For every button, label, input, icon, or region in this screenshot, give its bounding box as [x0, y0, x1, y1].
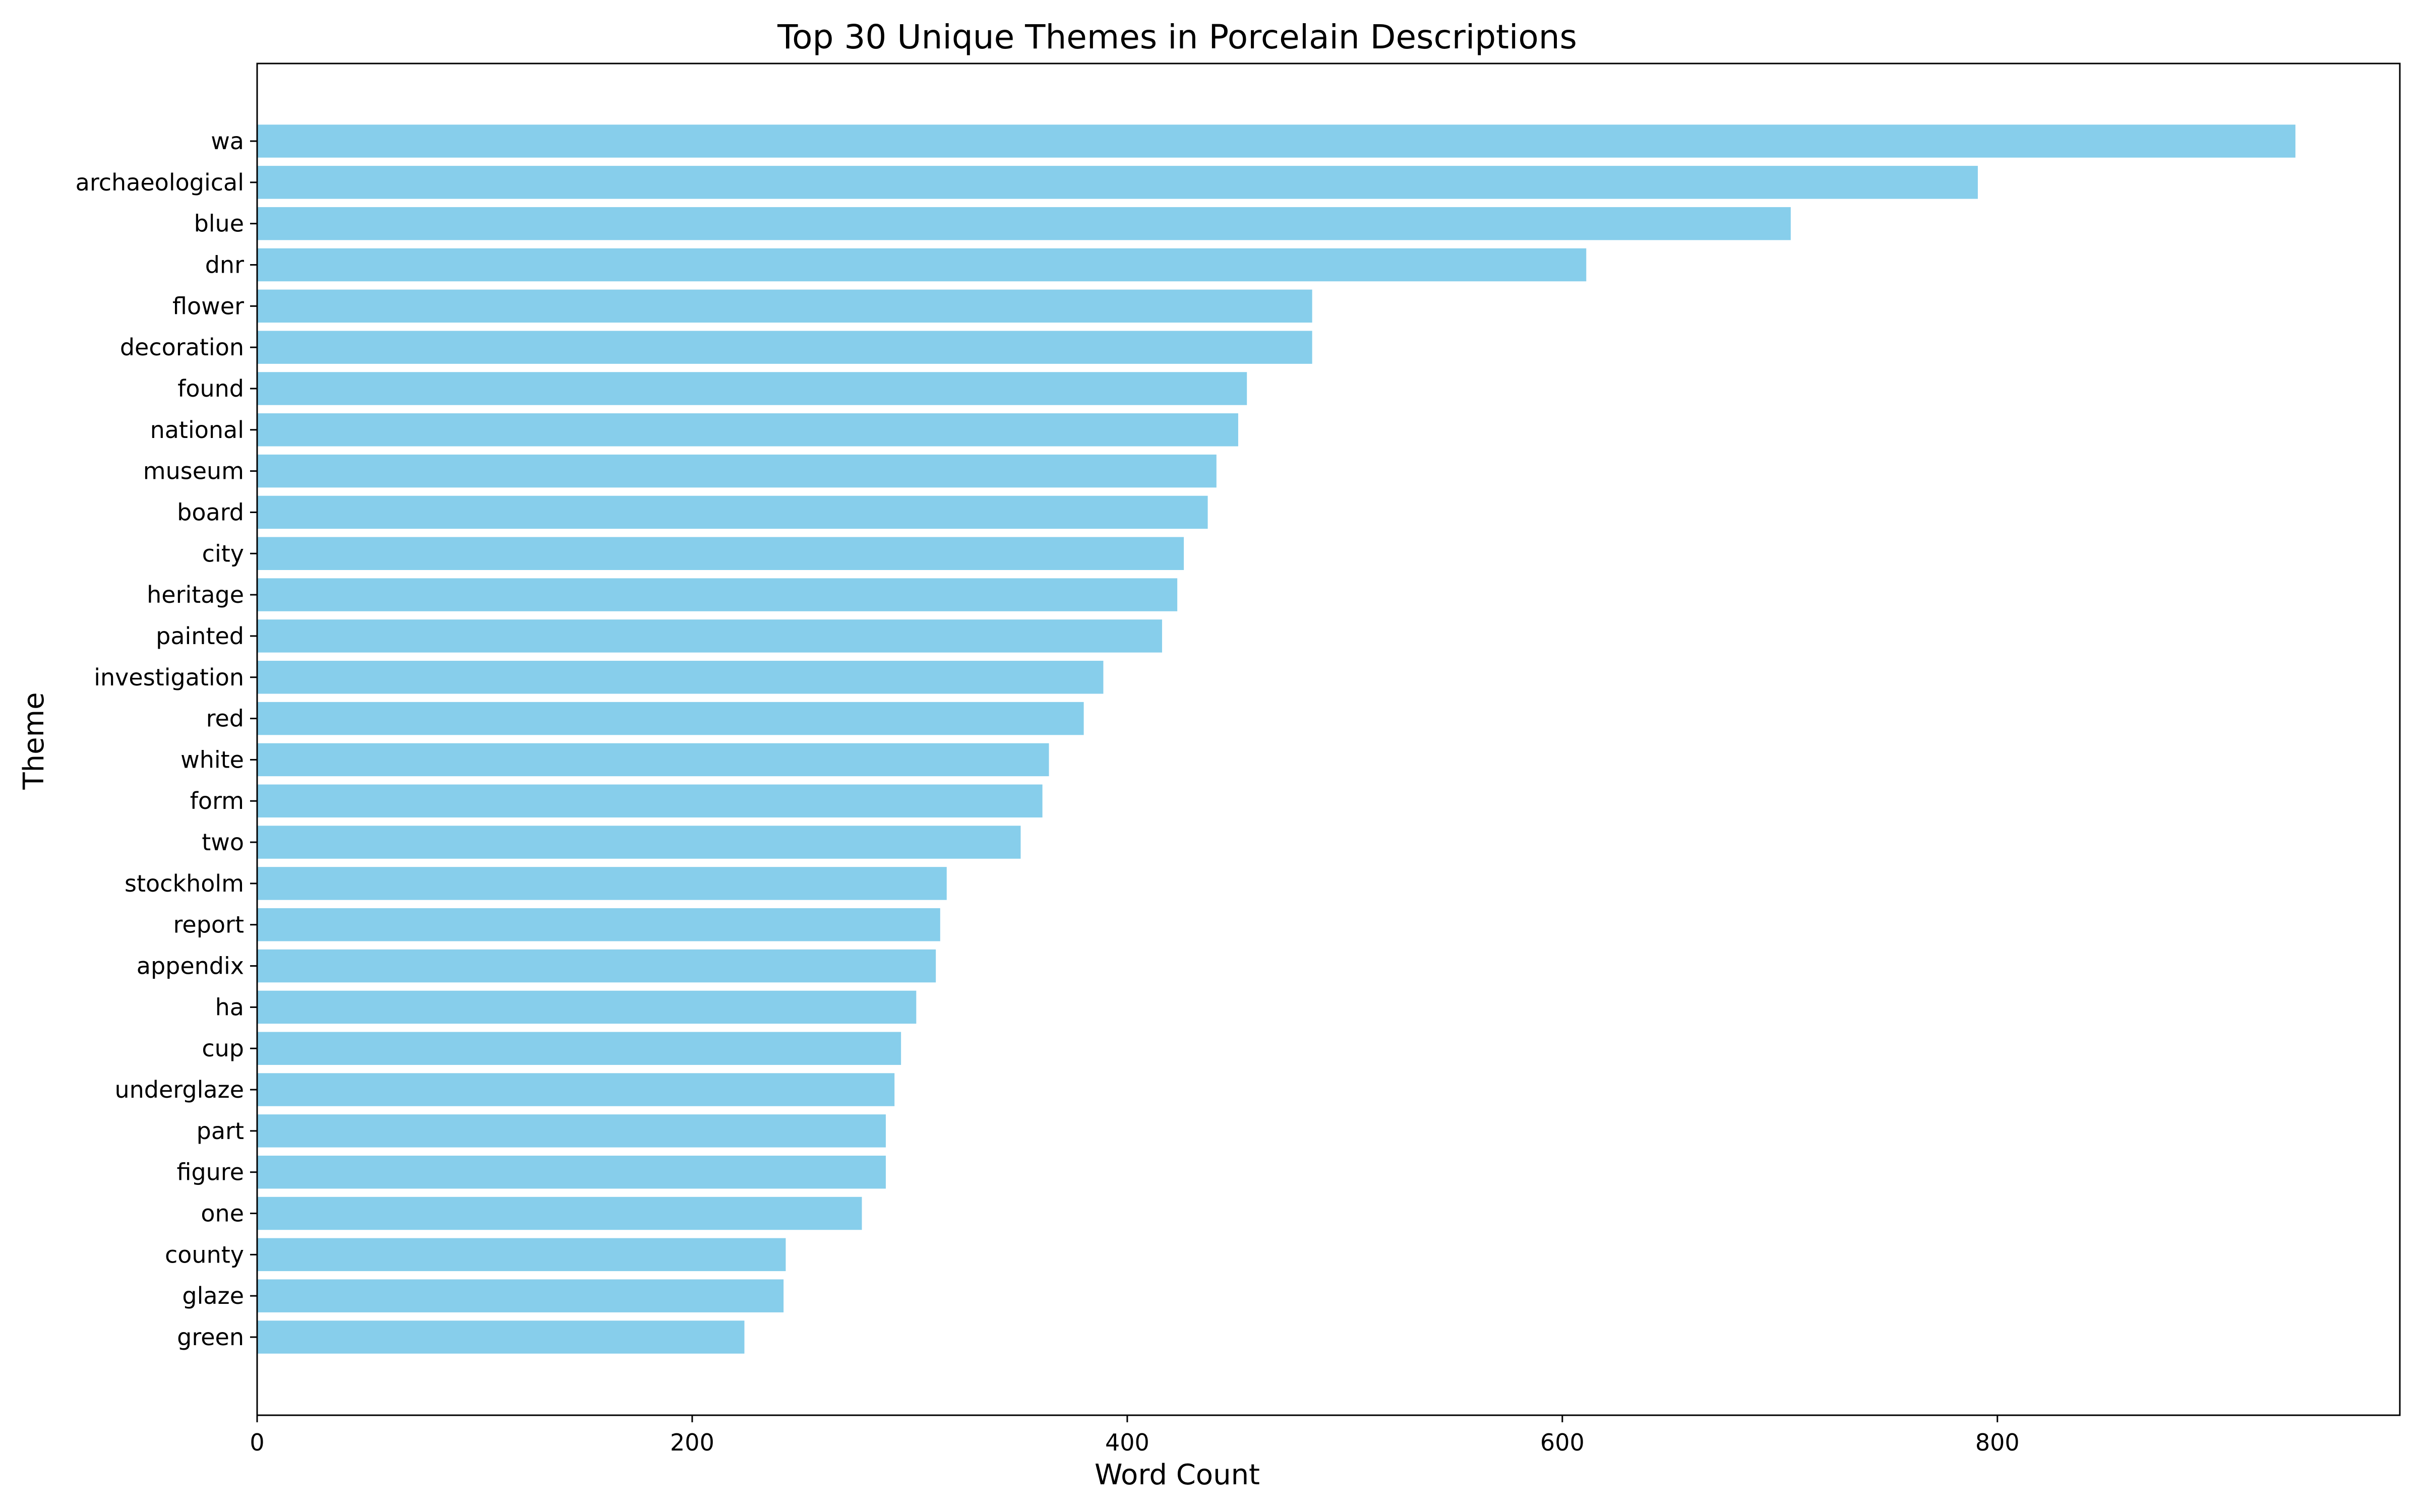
bar-archaeological — [257, 166, 1978, 199]
bar-investigation — [257, 661, 1104, 694]
bar-red — [257, 702, 1084, 735]
x-axis: 0 200 400 600 800 — [250, 1415, 2020, 1456]
bar-board — [257, 495, 1208, 529]
bar-cup — [257, 1032, 901, 1065]
bar-national — [257, 413, 1238, 447]
bar-report — [257, 908, 940, 941]
y-tick-label: stockholm — [125, 870, 244, 897]
y-tick-label: green — [177, 1324, 244, 1351]
y-tick-label: museum — [143, 458, 244, 485]
bar-dnr — [257, 248, 1587, 282]
bar-blue — [257, 207, 1791, 240]
bar-found — [257, 372, 1247, 405]
bars-group — [257, 124, 2295, 1354]
y-tick-label: investigation — [94, 664, 244, 691]
bar-flower — [257, 289, 1312, 323]
y-tick-label: board — [177, 498, 244, 526]
x-tick-label: 200 — [670, 1429, 714, 1456]
bar-white — [257, 743, 1049, 777]
y-tick-label: white — [180, 746, 244, 773]
y-tick-label: figure — [176, 1159, 244, 1186]
y-tick-label: blue — [194, 210, 244, 237]
y-tick-label: decoration — [120, 334, 244, 361]
y-tick-label: dnr — [205, 251, 244, 278]
x-tick-label: 0 — [250, 1429, 264, 1456]
y-tick-label: underglaze — [114, 1076, 244, 1103]
bar-two — [257, 826, 1021, 859]
bar-appendix — [257, 949, 936, 983]
bar-glaze — [257, 1279, 784, 1312]
bar-ha — [257, 990, 917, 1024]
y-tick-label: appendix — [137, 953, 244, 980]
y-tick-label: form — [190, 787, 244, 814]
bar-stockholm — [257, 867, 947, 900]
bar-wa — [257, 124, 2295, 158]
y-tick-label: cup — [202, 1035, 244, 1062]
y-tick-label: glaze — [182, 1282, 244, 1309]
bar-county — [257, 1238, 786, 1272]
y-tick-label: report — [173, 911, 245, 938]
bar-one — [257, 1196, 862, 1230]
bar-green — [257, 1320, 745, 1354]
x-tick-label: 800 — [1975, 1429, 2020, 1456]
y-axis: wa archaeological blue dnr flower decoration f… — [76, 128, 257, 1351]
bar-decoration — [257, 331, 1312, 364]
y-tick-label: two — [202, 829, 244, 856]
bar-city — [257, 537, 1184, 571]
y-tick-label: wa — [211, 128, 244, 155]
bar-painted — [257, 619, 1162, 653]
chart-title: Top 30 Unique Themes in Porcelain Descri… — [777, 18, 1577, 56]
y-tick-label: heritage — [147, 581, 244, 608]
bar-form — [257, 784, 1043, 817]
y-axis-label: Theme — [18, 692, 50, 790]
y-tick-label: archaeological — [76, 169, 244, 196]
y-tick-label: national — [150, 416, 244, 444]
y-tick-label: ha — [215, 993, 244, 1021]
y-tick-label: part — [197, 1117, 244, 1145]
y-tick-label: red — [206, 705, 244, 732]
bar-underglaze — [257, 1073, 895, 1106]
x-axis-label: Word Count — [1095, 1459, 1260, 1491]
y-tick-label: found — [177, 375, 244, 402]
x-tick-label: 400 — [1105, 1429, 1150, 1456]
y-tick-label: city — [202, 540, 244, 567]
y-tick-label: one — [201, 1200, 244, 1227]
bar-part — [257, 1114, 886, 1148]
bar-museum — [257, 454, 1217, 488]
y-tick-label: county — [165, 1241, 244, 1268]
x-tick-label: 600 — [1540, 1429, 1585, 1456]
bar-heritage — [257, 578, 1178, 611]
bar-figure — [257, 1155, 886, 1189]
y-tick-label: painted — [156, 622, 244, 650]
plot-frame — [256, 62, 2401, 1416]
y-tick-label: flower — [172, 292, 244, 320]
